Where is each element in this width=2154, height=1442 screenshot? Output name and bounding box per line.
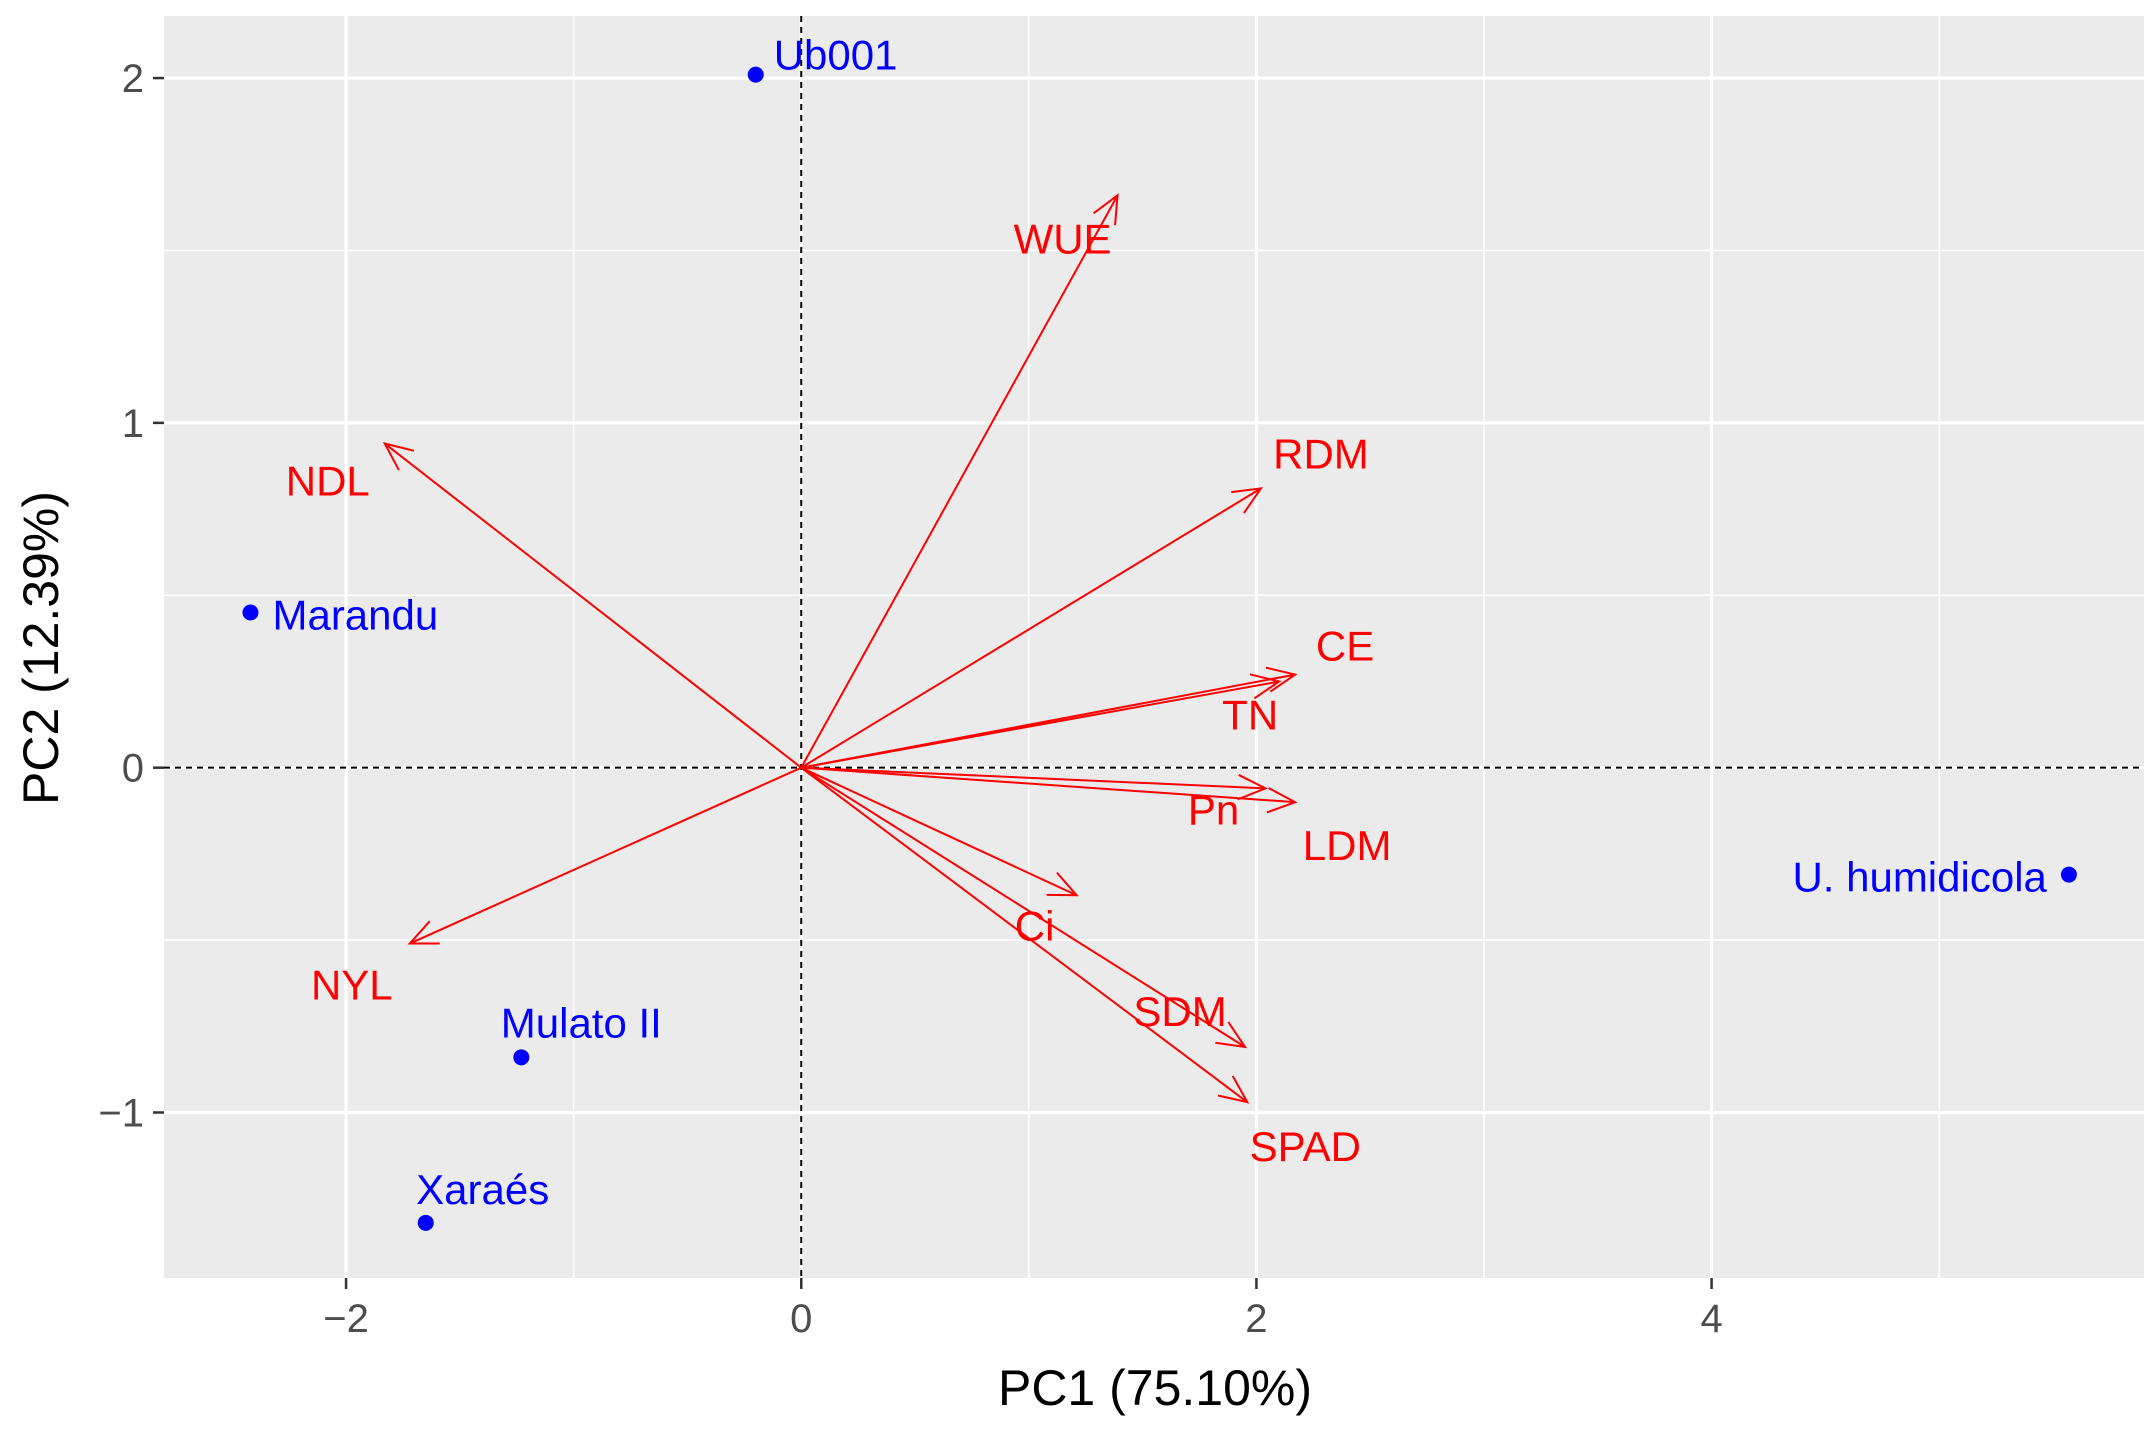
- x-axis-title: PC1 (75.10%): [998, 1360, 1312, 1416]
- vector-label: TN: [1222, 691, 1278, 738]
- vector-label: NYL: [311, 962, 393, 1009]
- point-label: Marandu: [272, 592, 438, 639]
- vector-shaft: [800, 194, 1119, 769]
- point-label: Mulato II: [501, 999, 662, 1046]
- vector-arrowhead: [1093, 193, 1119, 226]
- point-label: Ub001: [774, 32, 898, 79]
- loading-vector-wue: WUE: [800, 193, 1119, 769]
- vector-shaft: [384, 442, 802, 769]
- vector-arrowhead: [1046, 871, 1079, 897]
- point-marker: [513, 1049, 530, 1066]
- vector-shaft: [800, 487, 1262, 769]
- score-point-ub001: Ub001: [747, 32, 898, 83]
- vector-shaft: [800, 766, 1246, 1048]
- point-marker: [417, 1214, 434, 1231]
- vector-arrowhead: [1215, 1021, 1248, 1049]
- reference-lines: [164, 16, 2144, 1278]
- vector-arrowhead: [1266, 787, 1298, 814]
- axes: −2 0 2 4 −1 0 1 2: [98, 57, 1722, 1341]
- loading-vector-ci: Ci: [800, 766, 1079, 949]
- score-point-marandu: Marandu: [242, 592, 438, 639]
- point-marker: [242, 604, 259, 621]
- vector-label: NDL: [286, 458, 370, 505]
- score-point-mulato-ii: Mulato II: [501, 999, 662, 1066]
- score-point-xara-s: Xaraés: [416, 1166, 549, 1231]
- loading-vector-tn: TN: [801, 673, 1282, 769]
- loading-vector-rdm: RDM: [800, 430, 1369, 769]
- loading-vector-nyl: NYL: [311, 766, 802, 1009]
- loading-vector-pn: Pn: [801, 766, 1268, 833]
- vector-arrowhead: [1217, 1075, 1250, 1104]
- vector-arrowhead: [407, 920, 440, 945]
- vector-arrowhead: [1249, 673, 1282, 700]
- panel-background: [164, 16, 2144, 1278]
- point-marker: [2060, 866, 2077, 883]
- y-axis-title: PC2 (12.39%): [13, 491, 69, 805]
- x-tick-label: −2: [323, 1297, 369, 1341]
- plot-panel: [164, 16, 2144, 1278]
- x-tick-label: 0: [790, 1297, 812, 1341]
- vector-label: CE: [1316, 623, 1374, 670]
- loading-vector-sdm: SDM: [800, 766, 1248, 1049]
- point-label: Xaraés: [416, 1166, 549, 1213]
- loading-vector-spad: SPAD: [800, 766, 1361, 1170]
- vector-label: LDM: [1303, 822, 1392, 869]
- vector-arrowhead: [1265, 666, 1298, 693]
- y-tick-label: 0: [122, 747, 144, 791]
- vector-label: Pn: [1188, 786, 1239, 833]
- vector-arrowhead: [1237, 774, 1268, 801]
- vector-shaft: [801, 766, 1266, 790]
- vector-shaft: [801, 766, 1296, 804]
- x-tick-label: 2: [1245, 1297, 1267, 1341]
- y-tick-label: 1: [122, 402, 144, 446]
- vector-label: WUE: [1014, 215, 1112, 262]
- point-label: U. humidicola: [1792, 854, 2047, 901]
- vector-shaft: [801, 680, 1280, 769]
- loading-vector-ldm: LDM: [801, 766, 1392, 869]
- loading-vector-ndl: NDL: [286, 442, 802, 769]
- score-point-u-humidicola: U. humidicola: [1792, 854, 2077, 901]
- y-tick-label: 2: [122, 57, 144, 101]
- vector-arrowhead: [382, 442, 415, 471]
- vector-shaft: [800, 766, 1078, 897]
- y-tick-label: −1: [98, 1091, 144, 1135]
- score-points: Ub001 Marandu Mulato II Xaraés U. humidicola: [242, 32, 2077, 1231]
- vector-shaft: [409, 766, 802, 945]
- x-tick-label: 4: [1700, 1297, 1722, 1341]
- vector-arrowhead: [1231, 487, 1264, 514]
- vector-shaft: [800, 766, 1248, 1103]
- vector-label: SPAD: [1250, 1123, 1361, 1170]
- point-marker: [747, 66, 764, 83]
- vector-label: RDM: [1273, 430, 1369, 477]
